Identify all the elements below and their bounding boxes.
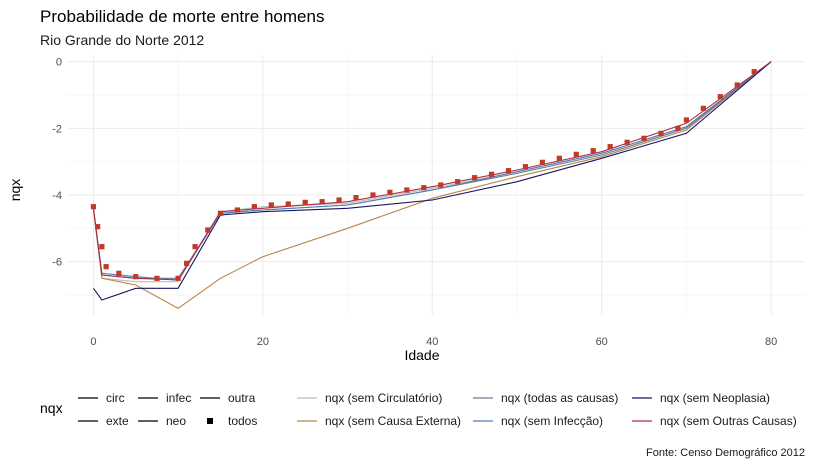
todos-point xyxy=(205,227,211,233)
legend-label-circ: circ xyxy=(106,391,125,405)
series-line-2 xyxy=(92,61,772,309)
todos-point xyxy=(751,69,757,75)
todos-point xyxy=(154,275,160,281)
todos-points xyxy=(90,69,757,281)
legend-label-neo: neo xyxy=(166,414,186,428)
legend-color-label: nqx (sem Causa Externa) xyxy=(325,414,461,428)
todos-point xyxy=(175,275,181,281)
todos-point xyxy=(302,199,308,205)
todos-point xyxy=(387,189,393,195)
legend: nqx circ exte infec neo outra todos nqx (sem … xyxy=(40,391,797,428)
todos-point xyxy=(336,197,342,203)
todos-point xyxy=(421,185,427,191)
todos-point xyxy=(370,192,376,198)
y-tick-label: -6 xyxy=(52,257,62,269)
todos-point xyxy=(183,260,190,266)
legend-color: nqx (sem Circulatório) nqx (sem Causa Ext… xyxy=(297,391,797,428)
x-tick-label: 40 xyxy=(426,336,438,348)
todos-point xyxy=(683,117,690,123)
todos-point xyxy=(251,204,257,210)
todos-point xyxy=(717,94,723,100)
todos-point xyxy=(234,207,241,213)
todos-point xyxy=(99,244,105,250)
legend-color-label: nqx (sem Circulatório) xyxy=(325,391,442,405)
todos-point xyxy=(455,179,461,185)
x-tick-label: 80 xyxy=(765,336,777,348)
todos-point xyxy=(700,105,706,111)
todos-point xyxy=(539,159,545,165)
series-line-6 xyxy=(92,61,772,281)
x-axis-ticks: 0 20 40 60 80 xyxy=(90,336,777,348)
todos-point xyxy=(734,82,740,88)
legend-title: nqx xyxy=(40,400,63,416)
chart-title: Probabilidade de morte entre homens xyxy=(40,7,324,26)
todos-point xyxy=(116,270,122,276)
todos-point xyxy=(658,130,664,136)
x-tick-label: 0 xyxy=(90,336,96,348)
todos-point xyxy=(404,187,410,193)
chart-caption: Fonte: Censo Demográfico 2012 xyxy=(646,447,805,459)
todos-point xyxy=(192,244,198,250)
chart-subtitle: Rio Grande do Norte 2012 xyxy=(40,32,204,48)
legend-color-label: nqx (todas as causas) xyxy=(501,391,618,405)
todos-point xyxy=(353,195,359,201)
todos-point xyxy=(675,125,681,131)
todos-point xyxy=(285,201,291,207)
todos-point xyxy=(472,175,478,181)
todos-point xyxy=(522,164,529,170)
todos-point xyxy=(556,155,562,161)
todos-point xyxy=(95,224,101,230)
series-line-5 xyxy=(92,61,772,301)
legend-label-outra: outra xyxy=(228,391,256,405)
legend-color-label: nqx (sem Infecção) xyxy=(501,414,603,428)
todos-point xyxy=(607,144,613,150)
todos-point xyxy=(133,274,139,280)
legend-label-infec: infec xyxy=(166,391,191,405)
todos-point xyxy=(573,151,579,157)
series-line-4 xyxy=(92,61,772,281)
x-axis-title: Idade xyxy=(404,347,439,363)
todos-point xyxy=(438,182,444,188)
legend-key-todos xyxy=(207,418,213,424)
todos-point xyxy=(624,139,630,145)
todos-point xyxy=(641,135,647,141)
todos-point xyxy=(217,210,224,216)
y-tick-label: 0 xyxy=(56,57,62,69)
y-tick-label: -4 xyxy=(52,190,62,202)
todos-point xyxy=(268,202,274,208)
x-tick-label: 20 xyxy=(257,336,269,348)
y-axis-title: nqx xyxy=(7,179,23,202)
todos-point xyxy=(590,148,596,154)
y-tick-label: -2 xyxy=(52,123,62,135)
legend-color-label: nqx (sem Neoplasia) xyxy=(660,391,770,405)
y-axis-ticks: 0 -2 -4 -6 xyxy=(52,57,62,269)
legend-color-label: nqx (sem Outras Causas) xyxy=(660,414,797,428)
todos-point xyxy=(505,168,512,174)
series-lines xyxy=(92,61,772,309)
todos-point xyxy=(319,199,325,205)
legend-linetype: circ exte infec neo outra todos xyxy=(78,391,257,428)
todos-point xyxy=(90,204,97,210)
todos-point xyxy=(488,171,495,177)
legend-label-exte: exte xyxy=(106,414,129,428)
x-tick-label: 60 xyxy=(596,336,608,348)
todos-point xyxy=(103,264,109,270)
legend-label-todos: todos xyxy=(228,414,257,428)
